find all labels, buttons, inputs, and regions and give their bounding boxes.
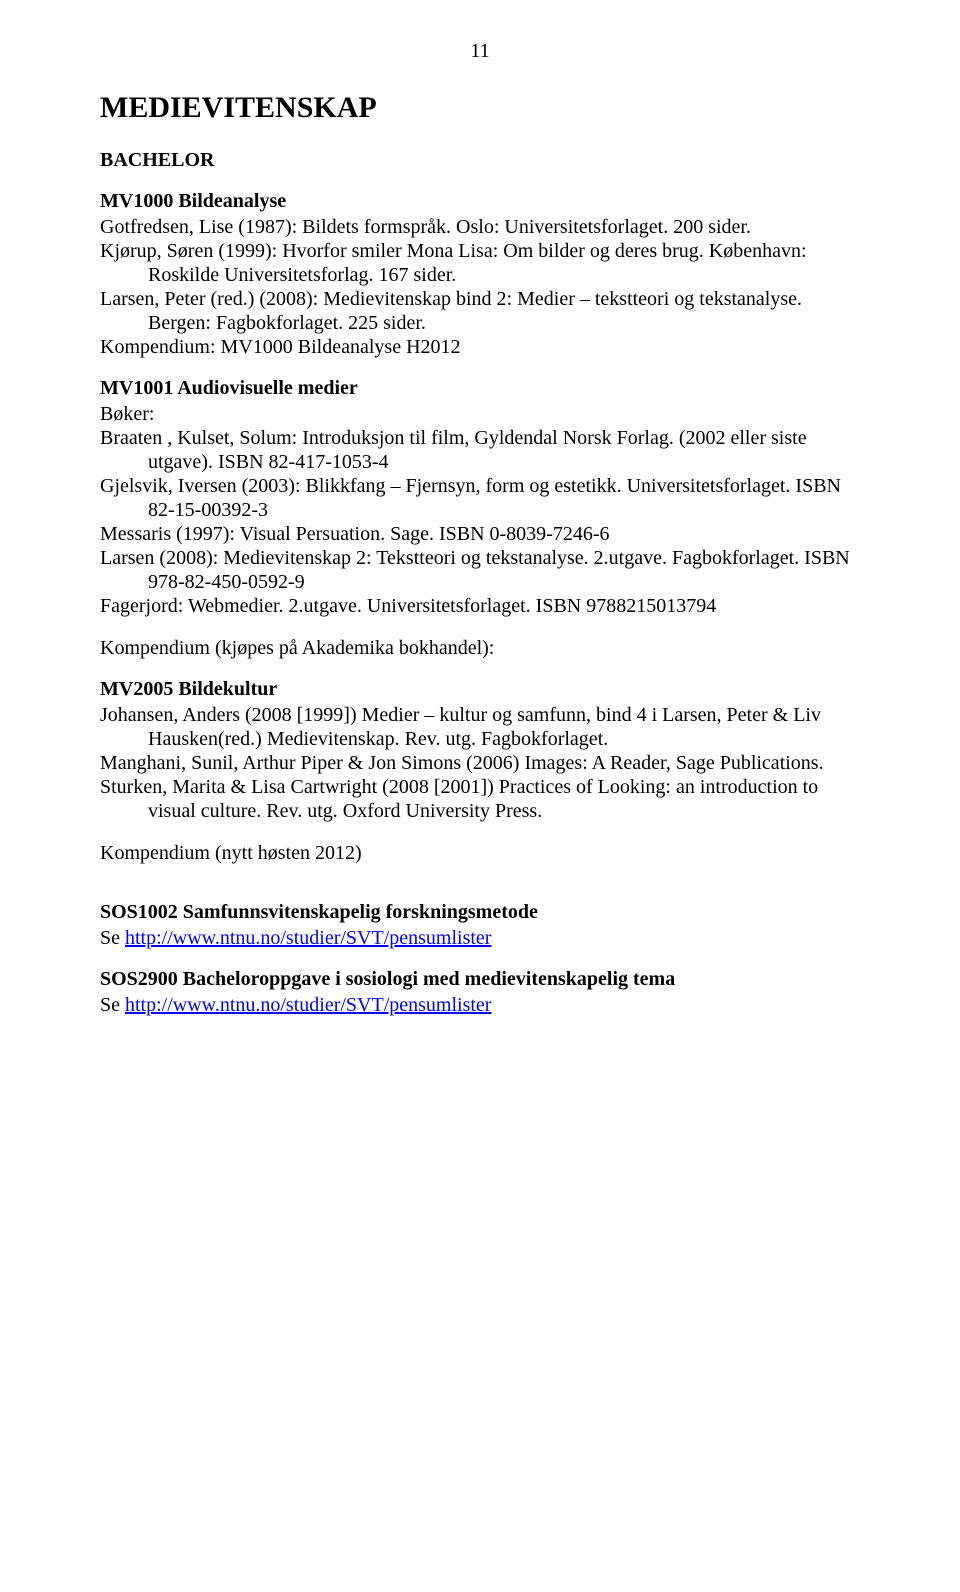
see-prefix: Se — [100, 927, 125, 949]
bibliography-entry: Larsen, Peter (red.) (2008): Medievitens… — [100, 287, 860, 335]
page-title: MEDIEVITENSKAP — [100, 91, 860, 125]
degree-heading: BACHELOR — [100, 149, 860, 172]
bibliography-entry: Kjørup, Søren (1999): Hvorfor smiler Mon… — [100, 239, 860, 287]
pensum-link[interactable]: http://www.ntnu.no/studier/SVT/pensumlis… — [125, 927, 491, 949]
compendium-note: Kompendium: MV1000 Bildeanalyse H2012 — [100, 335, 860, 359]
bibliography-entry: Manghani, Sunil, Arthur Piper & Jon Simo… — [100, 751, 860, 775]
bibliography-entry: Sturken, Marita & Lisa Cartwright (2008 … — [100, 775, 860, 823]
bibliography-entry: Gotfredsen, Lise (1987): Bildets formspr… — [100, 215, 860, 239]
bibliography-entry: Larsen (2008): Medievitenskap 2: Tekstte… — [100, 546, 860, 594]
bibliography-entry: Gjelsvik, Iversen (2003): Blikkfang – Fj… — [100, 474, 860, 522]
see-prefix: Se — [100, 994, 125, 1016]
see-line: Se http://www.ntnu.no/studier/SVT/pensum… — [100, 926, 860, 950]
see-line: Se http://www.ntnu.no/studier/SVT/pensum… — [100, 993, 860, 1017]
bibliography-entry: Johansen, Anders (2008 [1999]) Medier – … — [100, 703, 860, 751]
bibliography-entry: Messaris (1997): Visual Persuation. Sage… — [100, 522, 860, 546]
course-title-sos1002: SOS1002 Samfunnsvitenskapelig forsknings… — [100, 901, 860, 924]
pensum-link[interactable]: http://www.ntnu.no/studier/SVT/pensumlis… — [125, 994, 491, 1016]
books-label: Bøker: — [100, 402, 860, 426]
course-title-mv1000: MV1000 Bildeanalyse — [100, 190, 860, 213]
compendium-note: Kompendium (nytt høsten 2012) — [100, 841, 860, 865]
document-page: 11 MEDIEVITENSKAP BACHELOR MV1000 Bildea… — [0, 0, 960, 1077]
compendium-note: Kompendium (kjøpes på Akademika bokhande… — [100, 636, 860, 660]
course-title-sos2900: SOS2900 Bacheloroppgave i sosiologi med … — [100, 968, 860, 991]
page-number: 11 — [100, 40, 860, 63]
course-title-mv2005: MV2005 Bildekultur — [100, 678, 860, 701]
bibliography-entry: Braaten , Kulset, Solum: Introduksjon ti… — [100, 426, 860, 474]
course-title-mv1001: MV1001 Audiovisuelle medier — [100, 377, 860, 400]
bibliography-entry: Fagerjord: Webmedier. 2.utgave. Universi… — [100, 594, 860, 618]
